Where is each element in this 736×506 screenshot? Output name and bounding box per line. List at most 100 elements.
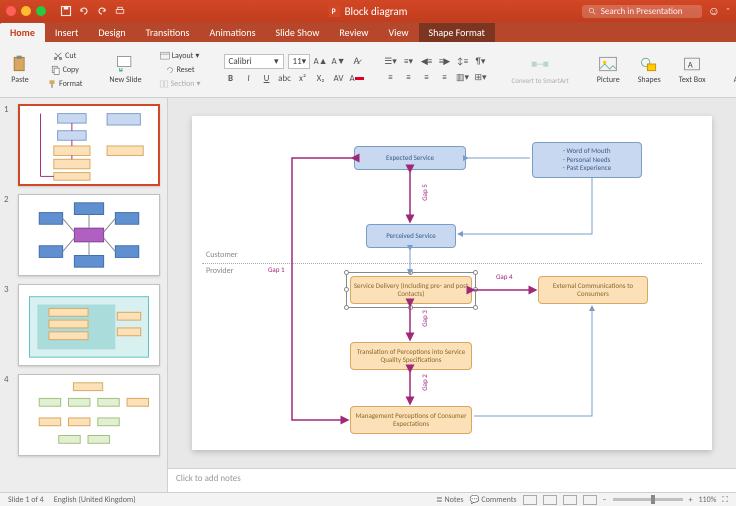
tab-home[interactable]: Home	[0, 23, 45, 42]
gap4-label: Gap 4	[496, 272, 513, 281]
node-external[interactable]: External Communications to Consumers	[538, 276, 648, 304]
window-title: P Block diagram	[329, 5, 408, 18]
slideshow-view-button[interactable]	[583, 495, 597, 505]
italic-button[interactable]: I	[242, 71, 256, 85]
quick-access-toolbar	[60, 5, 126, 17]
picture-icon	[598, 54, 618, 74]
text-direction-button[interactable]: ¶▾	[474, 55, 488, 69]
customer-label: Customer	[206, 250, 238, 260]
slide-wrap[interactable]: Customer Provider Expected Service Perce…	[168, 98, 736, 468]
format-painter-icon	[47, 79, 57, 89]
tab-animations[interactable]: Animations	[199, 23, 265, 42]
reading-view-button[interactable]	[563, 495, 577, 505]
line-spacing-button[interactable]: ↕≡	[456, 55, 470, 69]
indent-left-button[interactable]: ◀≡	[420, 55, 434, 69]
font-name-select[interactable]: Calibri▾	[224, 54, 284, 69]
underline-button[interactable]: U	[260, 71, 274, 85]
textbox-icon: A	[682, 54, 702, 74]
feedback-icon[interactable]: ☺	[708, 4, 720, 19]
align-text-button[interactable]: ⊞▾	[474, 71, 488, 85]
fit-to-window-button[interactable]: ⛶	[722, 495, 728, 505]
node-management[interactable]: Management Perceptions of Consumer Expec…	[350, 406, 472, 434]
tab-transitions[interactable]: Transitions	[136, 23, 200, 42]
layout-button[interactable]: Layout ▾	[157, 50, 203, 62]
zoom-slider[interactable]	[613, 498, 683, 501]
title-text: Block diagram	[345, 5, 408, 18]
columns-button[interactable]: ▥▾	[456, 71, 470, 85]
bold-button[interactable]: B	[224, 71, 238, 85]
node-delivery[interactable]: Service Delivery (Including pre- and pos…	[350, 276, 472, 304]
sorter-view-button[interactable]	[543, 495, 557, 505]
slide-counter: Slide 1 of 4	[8, 495, 44, 505]
tab-slideshow[interactable]: Slide Show	[265, 23, 329, 42]
reset-button[interactable]: Reset	[162, 64, 198, 76]
minimize-icon[interactable]	[21, 6, 31, 16]
zoom-in-button[interactable]: +	[689, 495, 693, 505]
print-icon[interactable]	[114, 5, 126, 17]
tab-insert[interactable]: Insert	[45, 23, 89, 42]
zoom-percent[interactable]: 110%	[699, 495, 717, 505]
normal-view-button[interactable]	[523, 495, 537, 505]
node-perceived[interactable]: Perceived Service	[366, 224, 456, 248]
strike-button[interactable]: abc	[278, 71, 292, 85]
layout-icon	[160, 51, 170, 61]
node-expected[interactable]: Expected Service	[354, 146, 466, 170]
node-translation[interactable]: Translation of Perceptions into Service …	[350, 342, 472, 370]
node-factors[interactable]: - Word of Mouth - Personal Needs - Past …	[532, 142, 642, 178]
zoom-out-button[interactable]: −	[603, 495, 607, 505]
comments-toggle[interactable]: 💬 Comments	[470, 495, 517, 505]
section-icon	[159, 79, 169, 89]
slide-thumbnails: 1 2 3 4	[0, 98, 168, 492]
maximize-icon[interactable]	[36, 6, 46, 16]
picture-button[interactable]: Picture	[593, 52, 624, 87]
slide: Customer Provider Expected Service Perce…	[192, 116, 712, 450]
redo-icon[interactable]	[96, 5, 108, 17]
close-icon[interactable]	[6, 6, 16, 16]
undo-icon[interactable]	[78, 5, 90, 17]
canvas-area: Customer Provider Expected Service Perce…	[168, 98, 736, 492]
indent-right-button[interactable]: ≡▶	[438, 55, 452, 69]
tab-design[interactable]: Design	[88, 23, 135, 42]
clear-format-button[interactable]: A̷	[350, 55, 364, 69]
convert-smartart-button[interactable]: Convert to SmartArt	[508, 53, 573, 87]
search-icon	[588, 7, 597, 16]
tab-review[interactable]: Review	[329, 23, 378, 42]
section-button[interactable]: Section ▾	[156, 78, 204, 90]
align-center-button[interactable]: ≡	[402, 71, 416, 85]
textbox-button[interactable]: AText Box	[675, 52, 710, 87]
bullets-button[interactable]: ☰▾	[384, 55, 398, 69]
tab-shape-format[interactable]: Shape Format	[419, 23, 495, 42]
justify-button[interactable]: ≡	[438, 71, 452, 85]
align-right-button[interactable]: ≡	[420, 71, 434, 85]
thumb-num: 3	[4, 284, 14, 366]
ribbon-toggle-icon[interactable]: ˆ	[726, 5, 730, 18]
decrease-font-button[interactable]: A▼	[332, 55, 346, 69]
thumbnail-4[interactable]	[18, 374, 160, 456]
gap1-label: Gap 1	[268, 265, 285, 274]
subscript-button[interactable]: x²	[296, 71, 310, 85]
thumbnail-2[interactable]	[18, 194, 160, 276]
language-label[interactable]: English (United Kingdom)	[54, 495, 136, 505]
new-slide-button[interactable]: New Slide	[105, 52, 145, 87]
workspace: 1 2 3 4 Customer Provider	[0, 98, 736, 492]
char-spacing-button[interactable]: AV	[332, 71, 346, 85]
thumbnail-3[interactable]	[18, 284, 160, 366]
copy-button[interactable]: Copy	[48, 64, 82, 76]
superscript-button[interactable]: X₂	[314, 71, 328, 85]
increase-font-button[interactable]: A▲	[314, 55, 328, 69]
align-left-button[interactable]: ≡	[384, 71, 398, 85]
notes-pane[interactable]: Click to add notes	[168, 468, 736, 492]
search-box[interactable]: Search in Presentation	[582, 5, 702, 18]
arrange-button[interactable]: Arrange	[730, 52, 736, 87]
paste-button[interactable]: Paste	[6, 52, 34, 87]
save-icon[interactable]	[60, 5, 72, 17]
shapes-button[interactable]: Shapes	[634, 52, 665, 87]
thumbnail-1[interactable]	[18, 104, 160, 186]
numbering-button[interactable]: ≡▾	[402, 55, 416, 69]
notes-toggle[interactable]: ≣ Notes	[436, 495, 464, 505]
tab-view[interactable]: View	[378, 23, 418, 42]
cut-button[interactable]: Cut	[50, 50, 79, 62]
format-painter-button[interactable]: Format	[44, 78, 85, 90]
font-color-button[interactable]: A	[350, 71, 364, 85]
font-size-select[interactable]: 11▾	[288, 54, 310, 69]
